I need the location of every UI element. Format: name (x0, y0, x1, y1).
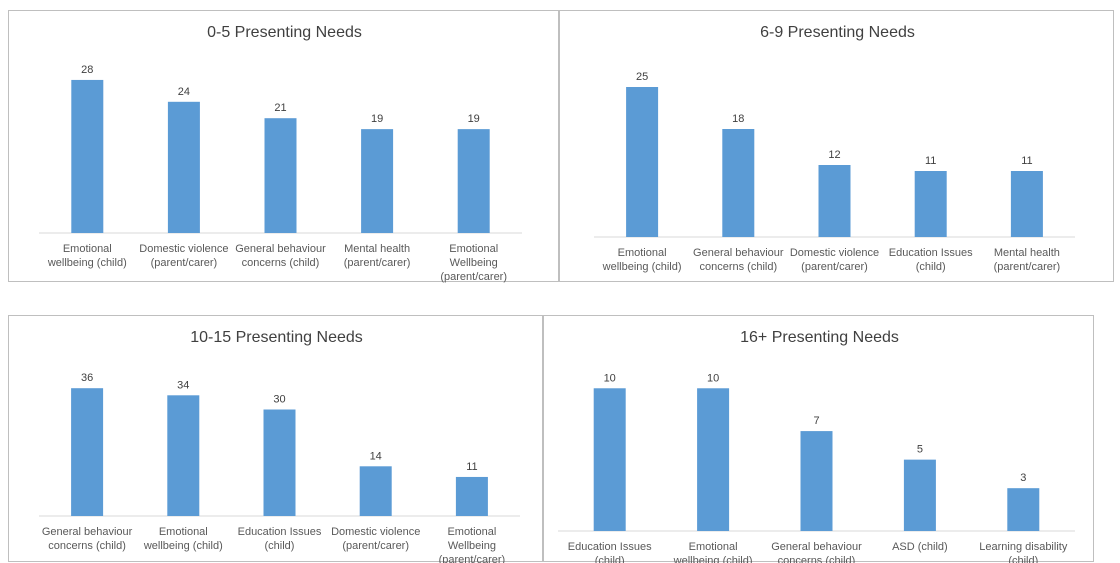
category-tick-label: Emotional (689, 541, 738, 553)
data-label: 34 (177, 379, 189, 391)
category-tick-label: Mental health (994, 247, 1060, 259)
data-label: 14 (370, 450, 382, 462)
data-label: 11 (1021, 155, 1032, 167)
category-tick-label: concerns (child) (778, 555, 856, 563)
category-tick-label: Domestic violence (331, 526, 420, 538)
category-tick-label: Emotional (63, 243, 112, 255)
bar (593, 388, 626, 531)
category-tick-label: (parent/carer) (440, 271, 507, 283)
data-label: 11 (925, 155, 936, 167)
chart-6-9: 6-9 Presenting Needs 25 Emotional wellbeing… (594, 24, 1075, 273)
bar (167, 101, 200, 233)
category-tick-label: Domestic violence (139, 243, 228, 255)
chart-0-5: 0-5 Presenting Needs 28 Emotional wellbeing… (39, 24, 522, 283)
data-label: 3 (1020, 472, 1026, 484)
bar (1010, 171, 1043, 237)
category-tick-label: ASD (child) (892, 541, 948, 553)
bar (71, 79, 104, 233)
data-label: 11 (466, 461, 477, 473)
bar (457, 129, 490, 233)
category-tick-label: concerns (child) (699, 261, 777, 273)
data-label: 21 (274, 102, 286, 114)
bar (722, 129, 755, 237)
data-label: 18 (732, 113, 744, 125)
category-tick-label: (parent/carer) (801, 261, 868, 273)
category-tick-label: Wellbeing (448, 540, 496, 552)
category-tick-label: concerns (child) (48, 540, 126, 552)
bar (359, 466, 392, 516)
data-label: 5 (917, 444, 923, 456)
category-tick-label: concerns (child) (242, 257, 320, 269)
category-tick-label: (parent/carer) (342, 540, 409, 552)
category-tick-label: General behaviour (235, 243, 326, 255)
category-tick-label: General behaviour (693, 247, 784, 259)
data-label: 28 (81, 64, 93, 76)
category-tick-label: (parent/carer) (344, 257, 411, 269)
data-label: 12 (828, 149, 840, 161)
data-label: 10 (707, 372, 719, 384)
chart-title: 0-5 Presenting Needs (207, 24, 362, 41)
data-label: 7 (813, 415, 819, 427)
data-label: 19 (371, 113, 383, 125)
bar (71, 388, 104, 516)
category-tick-label: General behaviour (42, 526, 133, 538)
chart-title: 6-9 Presenting Needs (760, 24, 915, 41)
chart-panel-10-15: 10-15 Presenting Needs 36 General behaviou… (8, 315, 543, 563)
data-label: 30 (273, 394, 285, 406)
chart-16-plus: 16+ Presenting Needs 10 Education Issues (c… (558, 329, 1075, 563)
category-tick-label: (child) (1008, 555, 1038, 563)
bar (914, 171, 947, 237)
category-tick-label: Education Issues (238, 526, 322, 538)
data-label: 10 (604, 372, 616, 384)
chart-panel-0-5: 0-5 Presenting Needs 28 Emotional wellbeing… (8, 10, 559, 283)
bar (1007, 488, 1040, 531)
bar (361, 129, 394, 233)
bar (264, 118, 297, 233)
bar (626, 87, 659, 237)
category-tick-label: Mental health (344, 243, 410, 255)
category-tick-label: wellbeing (child) (602, 261, 682, 273)
chart-10-15: 10-15 Presenting Needs 36 General behaviou… (39, 329, 520, 563)
category-tick-label: (parent/carer) (439, 554, 506, 563)
category-tick-label: Domestic violence (790, 247, 879, 259)
category-tick-label: Education Issues (568, 541, 652, 553)
category-tick-label: Emotional (449, 243, 498, 255)
category-tick-label: Learning disability (979, 541, 1068, 553)
bar (800, 431, 833, 531)
data-label: 36 (81, 372, 93, 384)
chart-panel-6-9: 6-9 Presenting Needs 25 Emotional wellbeing… (559, 10, 1114, 282)
bar (818, 165, 851, 237)
category-tick-label: (child) (265, 540, 295, 552)
category-tick-label: Emotional (447, 526, 496, 538)
data-label: 25 (636, 71, 648, 83)
category-tick-label: wellbeing (child) (673, 555, 753, 563)
category-tick-label: (parent/carer) (151, 257, 218, 269)
category-tick-label: Education Issues (889, 247, 973, 259)
category-tick-label: wellbeing (child) (47, 257, 127, 269)
category-tick-label: Emotional (159, 526, 208, 538)
bar (903, 459, 936, 531)
chart-title: 16+ Presenting Needs (740, 329, 899, 346)
category-tick-label: General behaviour (771, 541, 862, 553)
chart-panel-16-plus: 16+ Presenting Needs 10 Education Issues (c… (543, 315, 1094, 563)
category-tick-label: (parent/carer) (994, 261, 1061, 273)
data-label: 19 (468, 113, 480, 125)
bar (167, 395, 200, 516)
bar (697, 388, 730, 531)
bar (263, 409, 296, 516)
category-tick-label: (child) (595, 555, 625, 563)
category-tick-label: Wellbeing (450, 257, 498, 269)
category-tick-label: Emotional (618, 247, 667, 259)
category-tick-label: wellbeing (child) (143, 540, 223, 552)
category-tick-label: (child) (916, 261, 946, 273)
data-label: 24 (178, 86, 190, 98)
chart-title: 10-15 Presenting Needs (190, 329, 363, 346)
bar (455, 476, 488, 516)
